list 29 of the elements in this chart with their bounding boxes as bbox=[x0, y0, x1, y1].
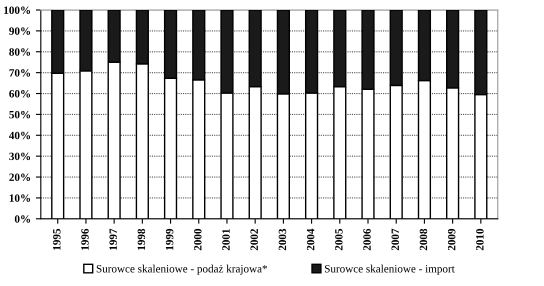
x-tick-label: 2004 bbox=[306, 228, 314, 250]
x-tick-label: 1999 bbox=[166, 228, 174, 250]
x-tick-label: 1996 bbox=[81, 228, 89, 250]
x-tick-label: 1998 bbox=[138, 228, 146, 250]
x-tick-label: 2002 bbox=[250, 228, 258, 250]
legend-label: Surowce skaleniowe - import bbox=[324, 264, 455, 275]
x-tick-label: 2006 bbox=[363, 228, 371, 250]
x-tick-label: 2001 bbox=[222, 229, 230, 250]
x-tick-label: 2000 bbox=[194, 228, 202, 250]
x-tick-label: 1997 bbox=[109, 228, 117, 250]
x-tick-label: 2003 bbox=[278, 228, 286, 250]
y-tick-label: 60% bbox=[9, 90, 30, 98]
legend-label: Surowce skaleniowe - podaż krajowa* bbox=[96, 264, 268, 275]
y-tick-label: 90% bbox=[9, 27, 30, 35]
x-tick-label: 2010 bbox=[476, 228, 484, 250]
x-tick-label: 2008 bbox=[420, 228, 428, 250]
x-tick-label: 2005 bbox=[335, 228, 343, 250]
y-tick-label: 10% bbox=[10, 194, 30, 202]
x-tick-label: 2007 bbox=[391, 228, 399, 250]
y-tick-label: 50% bbox=[9, 110, 30, 118]
y-tick-label: 100% bbox=[4, 6, 30, 14]
y-tick-label: 40% bbox=[9, 132, 30, 140]
y-tick-label: 20% bbox=[9, 174, 30, 182]
x-tick-label: 2009 bbox=[448, 228, 456, 250]
x-tick-label: 1995 bbox=[53, 228, 61, 250]
y-tick-label: 80% bbox=[9, 48, 30, 56]
y-tick-label: 70% bbox=[9, 69, 30, 77]
y-tick-label: 30% bbox=[9, 152, 30, 160]
y-tick-label: 0% bbox=[14, 215, 30, 223]
